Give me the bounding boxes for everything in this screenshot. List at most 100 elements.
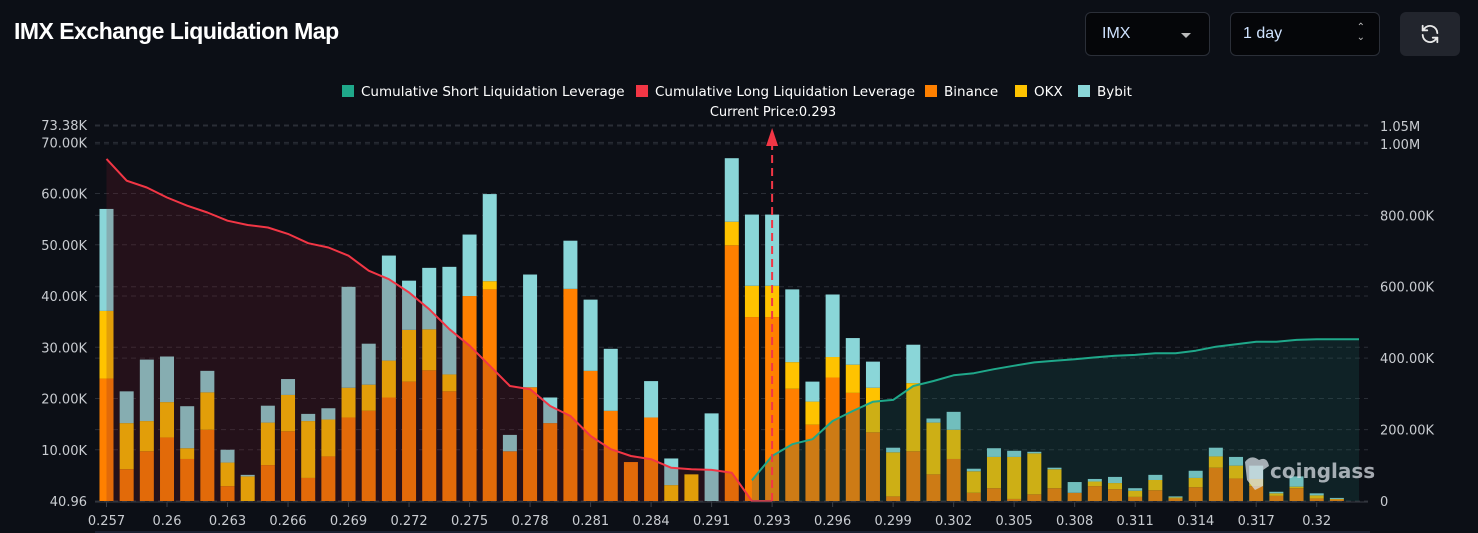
bar-binance xyxy=(1309,498,1324,501)
legend: Cumulative Short Liquidation Leverage Cum… xyxy=(342,84,1132,100)
coinglass-watermark: coinglass xyxy=(1245,457,1375,490)
bar-stack-0.285 xyxy=(664,458,679,501)
bar-bybit xyxy=(220,449,235,463)
x-tick-label: 0.314 xyxy=(1177,514,1214,529)
bar-bybit xyxy=(1208,447,1223,457)
bar-stack-0.304 xyxy=(986,448,1001,501)
period-select-value: 1 day xyxy=(1243,25,1283,42)
bar-binance xyxy=(865,432,880,501)
bar-binance xyxy=(926,474,941,501)
legend-swatch xyxy=(925,85,937,97)
short-cumulative-line xyxy=(751,338,1359,481)
x-tick-label: 0.317 xyxy=(1238,514,1275,529)
bar-binance xyxy=(200,429,215,501)
x-tick-label: 0.305 xyxy=(996,514,1033,529)
legend-item: OKX xyxy=(1015,84,1063,100)
bar-stack-0.274 xyxy=(442,266,457,501)
bar-okx xyxy=(1329,498,1344,500)
left-tick-label: 70.00K xyxy=(41,136,87,151)
bar-binance xyxy=(724,245,739,501)
bar-okx xyxy=(200,392,215,430)
bar-stack-0.318 xyxy=(1269,491,1284,501)
bar-binance xyxy=(623,462,638,501)
short-cumulative-area xyxy=(751,339,1359,501)
bar-binance xyxy=(361,410,376,501)
bar-binance xyxy=(1108,489,1122,501)
bar-bybit xyxy=(1067,482,1082,493)
left-tick-label: 10.00K xyxy=(41,444,87,459)
bar-binance xyxy=(946,458,961,501)
bar-okx xyxy=(825,357,840,378)
x-tick-label: 0.272 xyxy=(390,514,427,529)
current-price-arrow-icon xyxy=(766,128,779,146)
bar-bybit xyxy=(664,458,679,486)
bar-stack-0.319 xyxy=(1289,476,1304,501)
bar-binance xyxy=(502,451,517,501)
bar-binance xyxy=(99,378,114,501)
bar-stack-0.261 xyxy=(180,406,195,501)
bar-okx xyxy=(724,221,739,246)
bar-stack-0.277 xyxy=(502,434,517,501)
bar-bybit xyxy=(1289,476,1304,487)
bar-bybit xyxy=(1309,493,1324,496)
legend-label: Cumulative Short Liquidation Leverage xyxy=(361,84,625,100)
x-tick-label: 0.275 xyxy=(451,514,488,529)
bar-bybit xyxy=(1329,497,1344,499)
bar-bybit xyxy=(482,194,497,282)
bar-binance xyxy=(462,296,477,501)
legend-label: OKX xyxy=(1034,84,1063,100)
bar-stack-0.28 xyxy=(563,240,578,501)
bar-bybit xyxy=(502,434,517,452)
watermark-text: coinglass xyxy=(1270,459,1375,483)
refresh-button[interactable] xyxy=(1400,12,1460,56)
bar-bybit xyxy=(946,411,961,430)
bar-binance xyxy=(281,431,296,501)
bar-bybit xyxy=(845,338,860,365)
x-tick-label: 0.26 xyxy=(153,514,182,529)
bar-binance xyxy=(563,288,578,501)
bar-bybit xyxy=(865,361,880,388)
bar-okx xyxy=(1047,469,1062,489)
right-tick-label: 400.00K xyxy=(1380,352,1434,367)
legend-swatch xyxy=(1015,85,1027,97)
bar-stack-0.301 xyxy=(926,418,941,501)
coin-select[interactable]: IMX xyxy=(1085,12,1210,56)
bar-stack-0.302 xyxy=(946,411,961,501)
bar-binance xyxy=(1208,467,1223,501)
bar-okx xyxy=(926,422,941,475)
bar-okx xyxy=(664,485,679,501)
left-tick-label: 30.00K xyxy=(41,341,87,356)
long-cumulative-line xyxy=(105,158,773,502)
bar-binance xyxy=(321,456,336,501)
bar-okx xyxy=(482,281,497,290)
bar-binance xyxy=(805,424,820,501)
bar-binance xyxy=(845,392,860,501)
bar-bybit xyxy=(1229,456,1244,466)
bar-okx xyxy=(966,471,981,493)
bar-bybit xyxy=(805,381,820,402)
bar-okx xyxy=(1309,495,1324,499)
bar-binance xyxy=(1007,498,1022,501)
bar-bybit xyxy=(1188,470,1203,478)
bar-okx xyxy=(1148,479,1163,491)
period-select[interactable]: 1 day ⌃ ⌄ xyxy=(1230,12,1380,56)
left-tick-label: 20.00K xyxy=(41,393,87,408)
bar-stack-0.311 xyxy=(1128,488,1143,501)
x-tick-label: 0.311 xyxy=(1117,514,1154,529)
bar-binance xyxy=(906,451,921,501)
x-tick-label: 0.278 xyxy=(511,514,548,529)
bar-okx xyxy=(402,329,417,382)
x-tick-label: 0.299 xyxy=(875,514,912,529)
bar-binance xyxy=(825,377,840,501)
bar-bybit xyxy=(1007,450,1022,457)
bar-okx xyxy=(99,310,114,379)
right-tick-label: 0 xyxy=(1380,495,1388,510)
bar-binance xyxy=(422,370,437,501)
scrollbar-track xyxy=(95,531,1370,533)
x-tick-label: 0.269 xyxy=(330,514,367,529)
bar-stack-0.264 xyxy=(240,474,255,501)
bar-binance xyxy=(1027,494,1042,501)
bar-stack-0.292 xyxy=(744,214,759,501)
bar-bybit xyxy=(200,370,215,393)
bar-okx xyxy=(684,474,699,501)
